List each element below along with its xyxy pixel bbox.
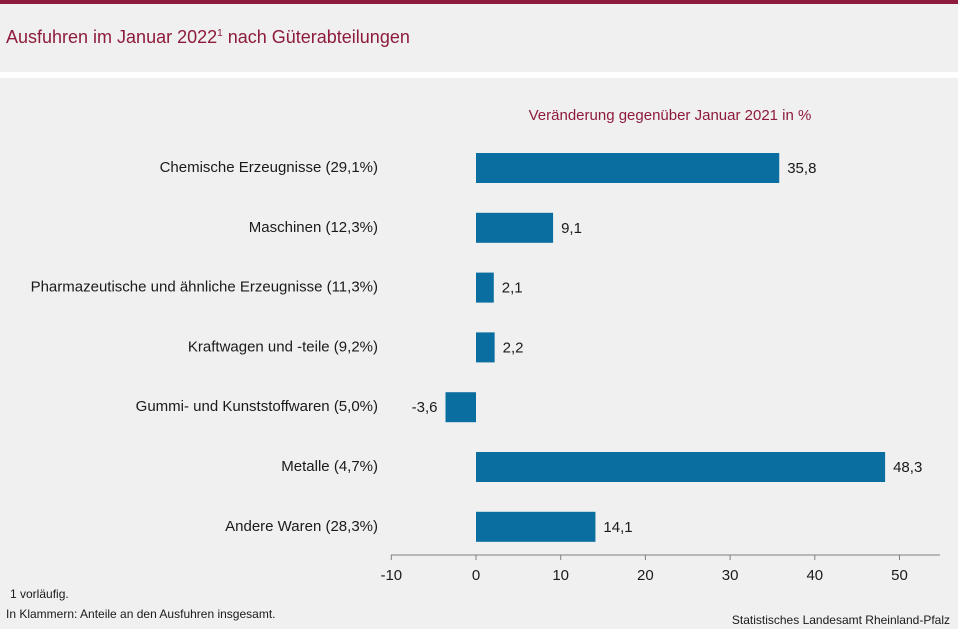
data-label: 35,8 <box>787 160 816 177</box>
category-label: Metalle (4,7%) <box>281 458 378 475</box>
bar <box>476 272 494 303</box>
data-label: 9,1 <box>561 220 582 237</box>
x-tick-label: 20 <box>637 567 654 584</box>
x-tick-label: 0 <box>472 567 480 584</box>
data-label: 14,1 <box>603 519 632 536</box>
category-label: Andere Waren (28,3%) <box>225 518 378 535</box>
data-label: 2,1 <box>502 280 523 297</box>
x-tick-label: 30 <box>722 567 739 584</box>
category-label: Gummi- und Kunststoffwaren (5,0%) <box>136 398 378 415</box>
data-label: 48,3 <box>893 459 922 476</box>
category-label: Pharmazeutische und ähnliche Erzeugnisse… <box>31 279 378 296</box>
bar <box>476 332 495 363</box>
title-band <box>0 4 958 72</box>
source-credit: Statistisches Landesamt Rheinland-Pfalz <box>731 613 950 627</box>
bar <box>476 212 554 243</box>
category-label: Chemische Erzeugnisse (29,1%) <box>160 159 378 176</box>
bar <box>445 392 476 423</box>
x-tick-label: 10 <box>552 567 569 584</box>
category-label: Kraftwagen und -teile (9,2%) <box>188 338 378 355</box>
chart-subtitle: Veränderung gegenüber Januar 2021 in % <box>529 107 812 124</box>
bar <box>476 153 780 183</box>
footnote-shares: In Klammern: Anteile an den Ausfuhren in… <box>6 607 276 621</box>
footnote-preliminary: 1 vorläufig. <box>10 587 69 601</box>
data-label: 2,2 <box>503 339 524 356</box>
title-divider <box>0 72 958 78</box>
bar <box>476 511 596 542</box>
bar <box>476 452 886 482</box>
data-label: -3,6 <box>412 399 438 416</box>
top-accent-rule <box>0 0 958 4</box>
x-tick-label: 50 <box>891 567 908 584</box>
x-tick-label: -10 <box>380 567 402 584</box>
category-label: Maschinen (12,3%) <box>249 219 378 236</box>
title-footnote-mark: 1 <box>217 28 223 39</box>
x-tick-label: 40 <box>806 567 823 584</box>
chart-title: Ausfuhren im Januar 20221 nach Güterabte… <box>6 27 410 47</box>
